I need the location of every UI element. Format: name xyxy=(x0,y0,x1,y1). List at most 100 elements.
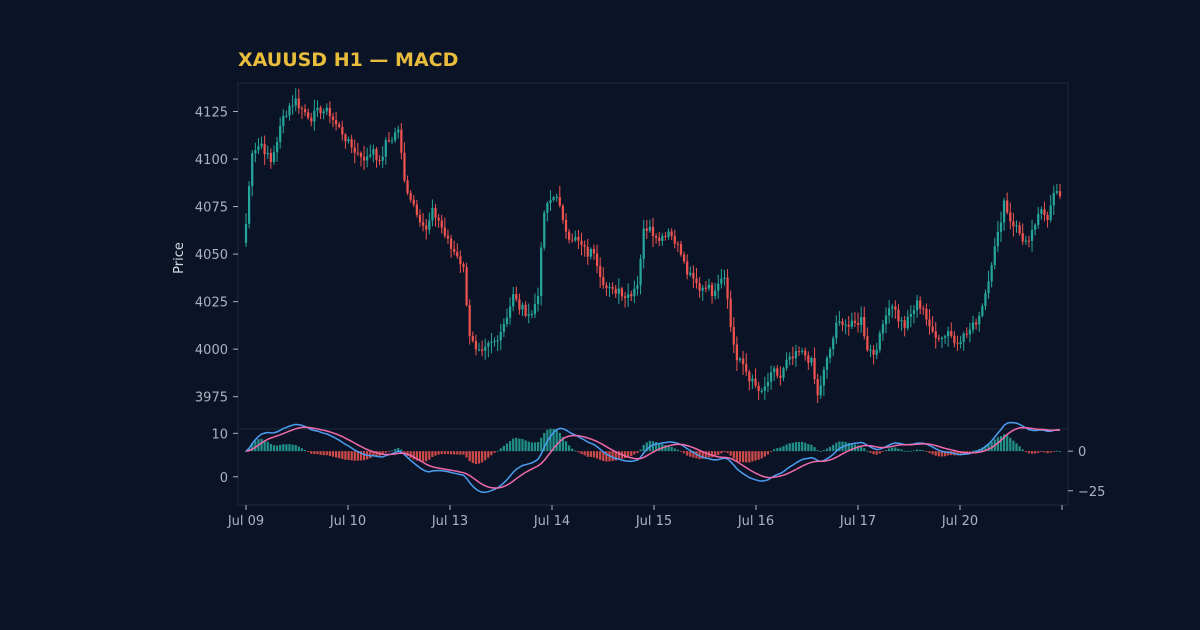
macd-histogram-bar xyxy=(493,451,496,453)
candle-body xyxy=(922,308,925,310)
candle-body xyxy=(909,313,912,317)
time-tick-label: Jul 09 xyxy=(227,514,264,529)
macd-histogram-bar xyxy=(446,451,450,454)
candle-body xyxy=(623,296,627,299)
candle-body xyxy=(325,107,328,112)
candle-body xyxy=(754,378,757,386)
time-tick-label: Jul 16 xyxy=(737,514,774,529)
candle-body xyxy=(735,344,739,361)
macd-histogram-bar xyxy=(300,448,304,452)
candle-body xyxy=(390,140,394,142)
candle-body xyxy=(614,288,617,294)
candle-body xyxy=(1040,209,1043,214)
macd-histogram-bar xyxy=(540,437,543,452)
time-axis: Jul 09 Jul 10 Jul 13 Jul 14 Jul 15 Jul 16 Jul … xyxy=(227,505,1063,529)
candle-body xyxy=(372,149,375,155)
macd-histogram-bar xyxy=(915,449,919,452)
candle-body xyxy=(664,236,667,238)
candle-body xyxy=(869,349,872,351)
candle-body xyxy=(347,139,350,142)
candle-body xyxy=(620,288,624,297)
macd-histogram-bar xyxy=(1002,434,1006,452)
macd-histogram-bar xyxy=(303,449,307,452)
time-tick-label: Jul 15 xyxy=(635,514,672,529)
macd-histogram-bar xyxy=(282,444,285,452)
macd-histogram-bar xyxy=(748,451,751,463)
candle-body xyxy=(950,331,953,336)
price-tick-label: 4125 xyxy=(195,106,228,121)
price-tick-label: 4025 xyxy=(195,296,228,311)
macd-histogram-bar xyxy=(956,451,959,456)
candle-body xyxy=(282,115,285,126)
macd-histogram-bar xyxy=(344,451,347,460)
macd-left-axis: 0 10 xyxy=(211,427,238,486)
price-tick-label: 4000 xyxy=(195,343,228,358)
candle-body xyxy=(959,341,962,345)
macd-histogram-bar xyxy=(686,451,689,456)
candle-body xyxy=(294,98,297,106)
macd-histogram-bar xyxy=(875,451,878,455)
macd-histogram-bar xyxy=(602,451,605,462)
candle-body xyxy=(978,315,981,325)
macd-histogram-bar xyxy=(412,451,415,460)
macd-histogram-bar xyxy=(418,451,422,462)
macd-histogram-bar xyxy=(894,447,897,452)
macd-histogram-bar xyxy=(776,448,779,452)
macd-right-tick-label: 0 xyxy=(1078,445,1086,460)
candle-body xyxy=(297,98,300,109)
macd-histogram-bar xyxy=(524,440,527,452)
macd-histogram-bar xyxy=(922,450,925,452)
macd-histogram-bar xyxy=(897,448,900,452)
candle-body xyxy=(394,132,397,141)
candle-body xyxy=(881,324,885,334)
macd-histogram-bar xyxy=(968,451,972,452)
candle-body xyxy=(844,324,847,326)
macd-histogram-bar xyxy=(431,451,434,457)
macd-histogram-bar xyxy=(819,451,822,452)
candlestick-series xyxy=(244,88,1062,404)
candle-body xyxy=(530,314,533,316)
candle-body xyxy=(819,385,822,396)
candle-body xyxy=(1027,240,1031,242)
macd-histogram-bar xyxy=(847,442,850,452)
macd-histogram-bar xyxy=(1040,451,1043,453)
macd-histogram-bar xyxy=(909,450,912,452)
macd-histogram-bar xyxy=(729,451,732,456)
macd-histogram-bar xyxy=(549,428,552,452)
macd-histogram-bar xyxy=(996,437,999,452)
macd-histogram-bar xyxy=(269,443,272,452)
candle-body xyxy=(1034,224,1037,230)
candle-body xyxy=(359,152,363,157)
macd-histogram-bar xyxy=(810,444,813,452)
candle-body xyxy=(940,337,944,340)
candle-body xyxy=(748,371,751,382)
macd-histogram-bar xyxy=(552,428,555,452)
macd-histogram-bar xyxy=(689,451,692,457)
candle-body xyxy=(897,309,900,322)
candle-body xyxy=(384,140,387,157)
macd-histogram-bar xyxy=(567,445,571,452)
macd-histogram-bar xyxy=(263,440,266,452)
candle-body xyxy=(810,357,813,363)
candle-body xyxy=(1024,240,1027,242)
macd-histogram-bar xyxy=(869,451,872,453)
macd-histogram-bar xyxy=(381,451,384,455)
macd-histogram-bar xyxy=(682,451,686,454)
candle-body xyxy=(630,294,633,297)
macd-histogram-bar xyxy=(947,451,950,456)
macd-histogram-bar xyxy=(362,451,366,461)
macd-histogram-bar xyxy=(636,451,639,453)
macd-histogram-bar xyxy=(940,451,944,457)
candle-body xyxy=(502,323,505,332)
macd-histogram-bar xyxy=(425,451,428,462)
candle-body xyxy=(1012,221,1015,227)
candle-body xyxy=(477,349,481,351)
candle-body xyxy=(459,256,462,265)
macd-histogram-bar xyxy=(316,451,319,455)
price-tick-label: 4075 xyxy=(195,201,228,216)
candle-body xyxy=(971,322,975,330)
macd-histogram-bar xyxy=(341,451,344,459)
macd-histogram-bar xyxy=(334,451,338,458)
candle-body xyxy=(729,298,732,327)
candle-body xyxy=(794,351,798,359)
